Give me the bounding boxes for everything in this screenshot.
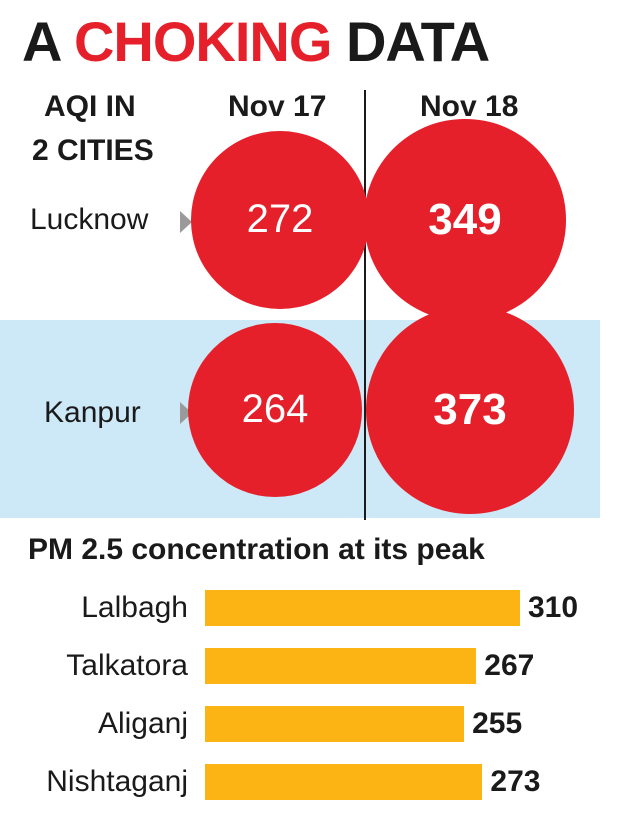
pointer-arrow-icon bbox=[180, 211, 192, 233]
column-header-nov17: Nov 17 bbox=[228, 90, 327, 123]
bar-value-aliganj: 255 bbox=[472, 707, 523, 740]
title-part-choking: CHOKING bbox=[73, 10, 332, 73]
bar-value-lalbagh: 310 bbox=[528, 591, 579, 624]
aqi-title-line-1: AQI IN bbox=[44, 90, 136, 123]
bar-talkatora bbox=[205, 648, 477, 684]
bar-nishtaganj bbox=[205, 764, 483, 800]
chart-title: A CHOKING DATA bbox=[22, 10, 490, 74]
bubble-kanpur-nov18: 373 bbox=[366, 306, 574, 514]
city-label-kanpur: Kanpur bbox=[44, 396, 141, 429]
bar-aliganj bbox=[205, 706, 465, 742]
bar-value-talkatora: 267 bbox=[484, 649, 535, 682]
bubble-kanpur-nov17: 264 bbox=[187, 322, 363, 498]
bar-value-nishtaganj: 273 bbox=[490, 765, 541, 798]
bubble-lucknow-nov18: 349 bbox=[364, 119, 566, 321]
aqi-title-line-2: 2 CITIES bbox=[32, 134, 154, 167]
pm25-chart-title: PM 2.5 concentration at its peak bbox=[28, 533, 485, 566]
bar-label-aliganj: Aliganj bbox=[97, 707, 188, 740]
bar-label-lalbagh: Lalbagh bbox=[81, 591, 188, 624]
bar-lalbagh bbox=[205, 590, 520, 626]
bar-label-nishtaganj: Nishtaganj bbox=[46, 765, 188, 798]
column-divider bbox=[364, 90, 366, 520]
title-part-a: A bbox=[22, 10, 60, 73]
city-label-lucknow: Lucknow bbox=[30, 203, 149, 236]
title-part-data: DATA bbox=[345, 10, 490, 73]
bubble-lucknow-nov17: 272 bbox=[191, 131, 369, 309]
column-header-nov18: Nov 18 bbox=[420, 90, 519, 123]
bar-label-talkatora: Talkatora bbox=[66, 649, 188, 682]
